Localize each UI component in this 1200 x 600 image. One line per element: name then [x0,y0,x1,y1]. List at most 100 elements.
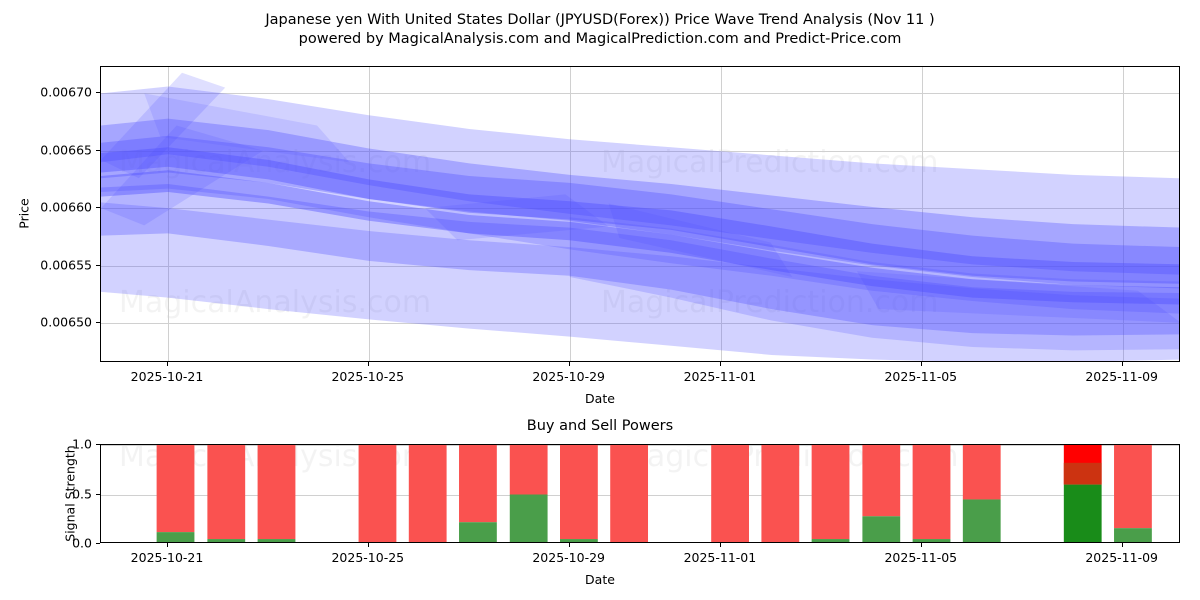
price-y-tickmark-4 [96,321,100,323]
signal-x-tickmark-4 [920,543,922,547]
sell-power-bar [811,445,850,540]
chart-subtitle-line-2: powered by MagicalAnalysis.com and Magic… [298,31,902,47]
price-gridline-h-3 [101,265,1179,267]
price-wave-bands [101,72,1179,361]
buy-power-bar [509,494,548,542]
price-y-tick-0: 0.00670 [40,84,92,100]
signal-x-tickmark-5 [1121,543,1123,547]
bar-group [1063,445,1102,542]
wave-wedge-5 [857,271,1179,323]
buy-power-bar [811,539,850,542]
wave-band-band-core-upper [101,147,1179,284]
bar-group [962,445,1001,542]
signal-chart-title: Buy and Sell Powers [526,418,674,434]
signal-x-tickmark-0 [167,543,168,547]
signal-x-tick-4: 2025-11-05 [884,550,958,565]
sell-power-bar [912,445,951,540]
buy-power-bar [962,499,1001,542]
price-y-axis-label: Price [16,198,32,229]
wave-band-band-core-lower [101,170,1179,305]
signal-x-tick-5: 2025-11-09 [1085,550,1159,565]
wave-band-band-outer-upper [101,86,1179,314]
sell-power-bar [459,445,497,523]
signal-x-tick-3: 2025-11-01 [683,550,757,565]
buy-power-bar [207,539,246,542]
buy-power-bar [560,539,598,542]
price-wave-plot-area: MagicalAnalysis.comMagicalPrediction.com… [100,66,1180,362]
price-y-tick-1: 0.00665 [40,142,92,158]
price-x-tickmark-4 [920,362,922,366]
price-gridline-v-4 [921,67,923,361]
bar-group [811,445,850,542]
sell-power-bar [156,445,195,533]
sell-power-bar [962,445,1001,500]
sell-power-bar [358,445,397,542]
price-x-tickmark-2 [568,362,570,366]
sell-power-bar [761,445,800,542]
signal-y-axis-label: Signal Strength [62,444,78,542]
sell-power-bar [862,445,901,517]
price-gridline-v-5 [1122,67,1124,361]
signal-y-tickmark-2 [96,444,100,445]
sell-power-bar [509,445,548,495]
bar-group [358,445,397,542]
sell-power-bar [560,445,598,540]
sell-power-bar-inner [1063,462,1102,485]
sell-power-bar [610,445,649,542]
price-x-tick-5: 2025-11-09 [1085,369,1159,384]
sell-power-bar [711,445,749,542]
bar-group [711,445,749,542]
chart-title-line-1: Japanese yen With United States Dollar (… [265,12,935,28]
price-y-tickmark-1 [96,149,100,151]
bar-group [459,445,497,542]
wave-band-band-mid-2 [101,135,1179,289]
price-y-tick-3: 0.00655 [40,257,92,272]
price-x-tick-3: 2025-11-01 [683,369,757,384]
bar-group [862,445,901,542]
price-gridline-h-1 [101,150,1179,152]
wave-wedge-0 [101,72,226,179]
price-y-tick-2: 0.00660 [40,199,92,215]
bar-group [761,445,800,542]
wave-band-band-outer-lower [101,202,1179,361]
signal-y-tick-0: 0.0 [72,535,92,551]
price-gridline-h-2 [101,208,1179,210]
signal-x-tick-1: 2025-10-25 [331,550,405,565]
wave-wedge-3 [425,194,609,241]
bar-group [156,445,195,542]
sell-power-bar [257,445,296,540]
price-gridline-v-1 [368,67,370,361]
bar-group [207,445,246,542]
bar-group [408,445,447,542]
bar-group [257,445,296,542]
price-y-tickmark-0 [96,92,100,94]
price-gridline-v-3 [720,67,722,361]
buy-power-bar [156,532,195,542]
wave-band-band-mid-1 [101,118,1179,275]
buy-power-bar [1114,528,1152,542]
signal-y-tick-2: 1.0 [72,436,92,452]
wave-band-band-lower-spread [101,184,1179,336]
price-gridline-h-0 [101,93,1179,95]
buy-power-bar [1063,484,1102,542]
buy-sell-bars [156,445,1152,542]
price-x-tick-4: 2025-11-05 [884,369,958,384]
price-x-tick-0: 2025-10-21 [130,369,204,384]
price-x-tickmark-5 [1121,362,1123,366]
signal-x-tickmark-1 [367,543,369,547]
bar-group [610,445,649,542]
wave-wedge-2 [144,93,350,163]
buy-power-bar [912,539,951,542]
sell-power-bar [207,445,246,540]
sell-power-bar [1114,445,1152,529]
price-gridline-h-4 [101,322,1179,324]
bar-group [560,445,598,542]
price-gridline-v-2 [569,67,571,361]
price-y-tickmark-2 [96,207,100,209]
signal-x-tick-0: 2025-10-21 [130,550,204,565]
signal-x-axis-label: Date [585,572,615,587]
buy-power-bar [862,516,901,542]
price-gridline-v-0 [168,67,169,361]
bar-group [912,445,951,542]
buy-power-bar [459,522,497,542]
